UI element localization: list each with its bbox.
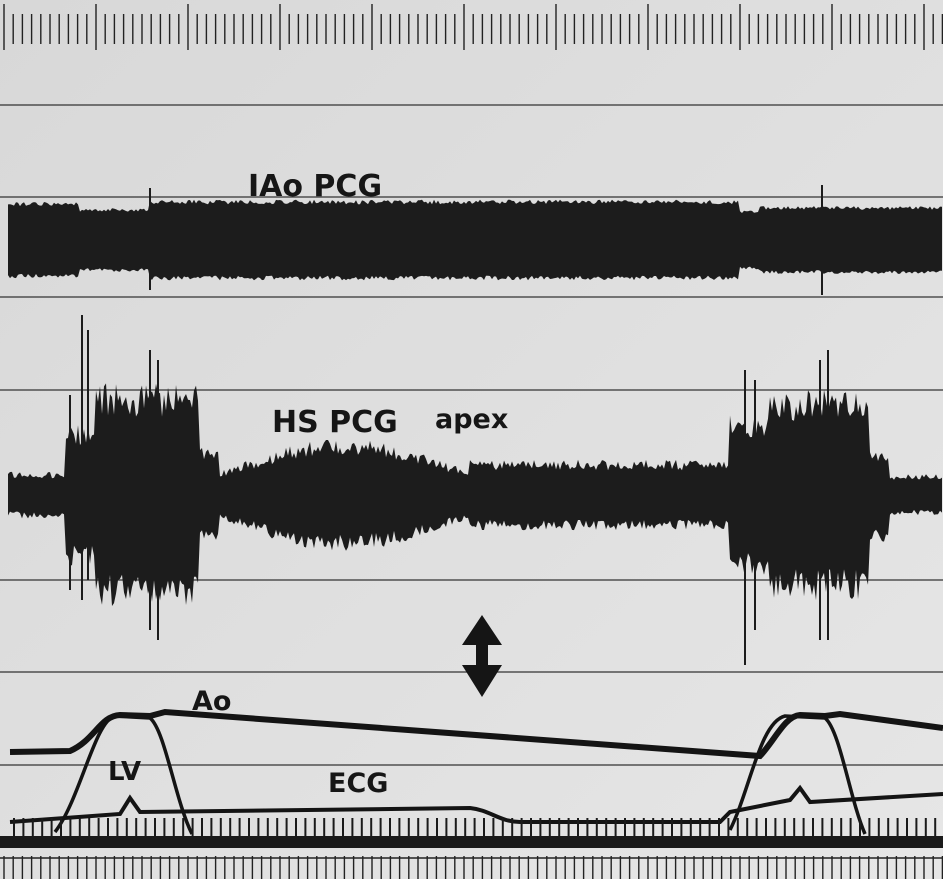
apex-label: apex — [435, 404, 508, 435]
baseline-band — [0, 836, 943, 848]
hs-pcg-label: HS PCG — [272, 405, 398, 440]
iao-pcg-trace — [8, 200, 942, 281]
recording: IAo PCG HS PCG apex Ao LV ECG — [0, 0, 943, 879]
lv-label: LV — [108, 757, 141, 787]
iao-pcg-label: IAo PCG — [248, 169, 382, 204]
ao-label: Ao — [192, 686, 231, 717]
ecg-label: ECG — [328, 768, 388, 799]
